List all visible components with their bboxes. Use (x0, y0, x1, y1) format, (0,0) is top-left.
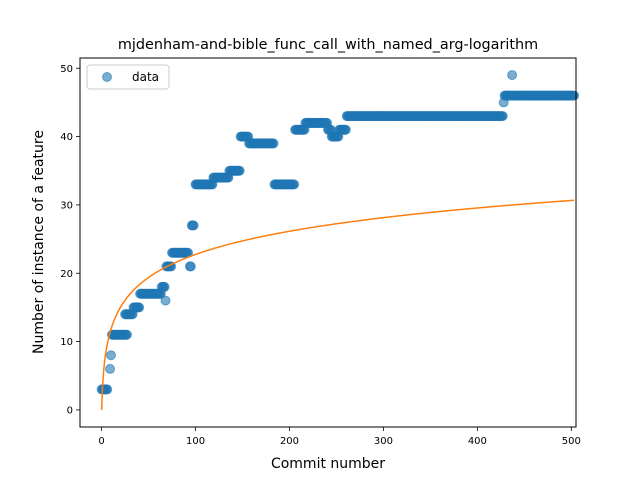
data-point (185, 261, 196, 272)
x-tick-label: 500 (562, 436, 581, 447)
y-tick-label: 10 (60, 337, 73, 348)
data-point (289, 179, 300, 190)
data-series (96, 70, 580, 395)
y-tick-label: 20 (60, 269, 73, 280)
data-point (507, 70, 518, 81)
x-axis-ticks: 0 100 200 300 400 500 (98, 427, 581, 447)
y-tick-label: 50 (60, 64, 73, 75)
y-axis-ticks: 0 10 20 30 40 50 (60, 64, 80, 416)
y-tick-label: 0 (67, 405, 73, 416)
data-point (188, 220, 199, 231)
x-tick-label: 300 (374, 436, 393, 447)
chart-title: mjdenham-and-bible_func_call_with_named_… (118, 37, 538, 53)
data-point (159, 281, 170, 292)
x-tick-label: 100 (186, 436, 205, 447)
data-point (134, 302, 145, 313)
data-point (105, 363, 116, 374)
data-point (234, 165, 245, 176)
x-tick-label: 200 (280, 436, 299, 447)
data-point (497, 111, 508, 122)
plot-area (96, 70, 580, 410)
data-point (160, 295, 171, 306)
data-point (340, 124, 351, 135)
y-tick-label: 30 (60, 200, 73, 211)
fit-line (100, 199, 575, 410)
legend: data (86, 64, 170, 90)
legend-marker-data (102, 72, 112, 82)
data-point (106, 350, 116, 361)
x-tick-label: 0 (98, 436, 104, 447)
legend-label-data: data (132, 70, 159, 84)
data-point (102, 384, 113, 395)
legend-box (86, 64, 170, 90)
data-point (121, 329, 132, 340)
y-tick-label: 40 (60, 132, 73, 143)
axes-frame (79, 57, 577, 428)
data-point (569, 90, 580, 101)
data-point (268, 138, 279, 149)
x-tick-label: 400 (468, 436, 487, 447)
x-axis-label: Commit number (271, 456, 385, 472)
y-axis-label: Number of instance of a feature (31, 130, 47, 354)
